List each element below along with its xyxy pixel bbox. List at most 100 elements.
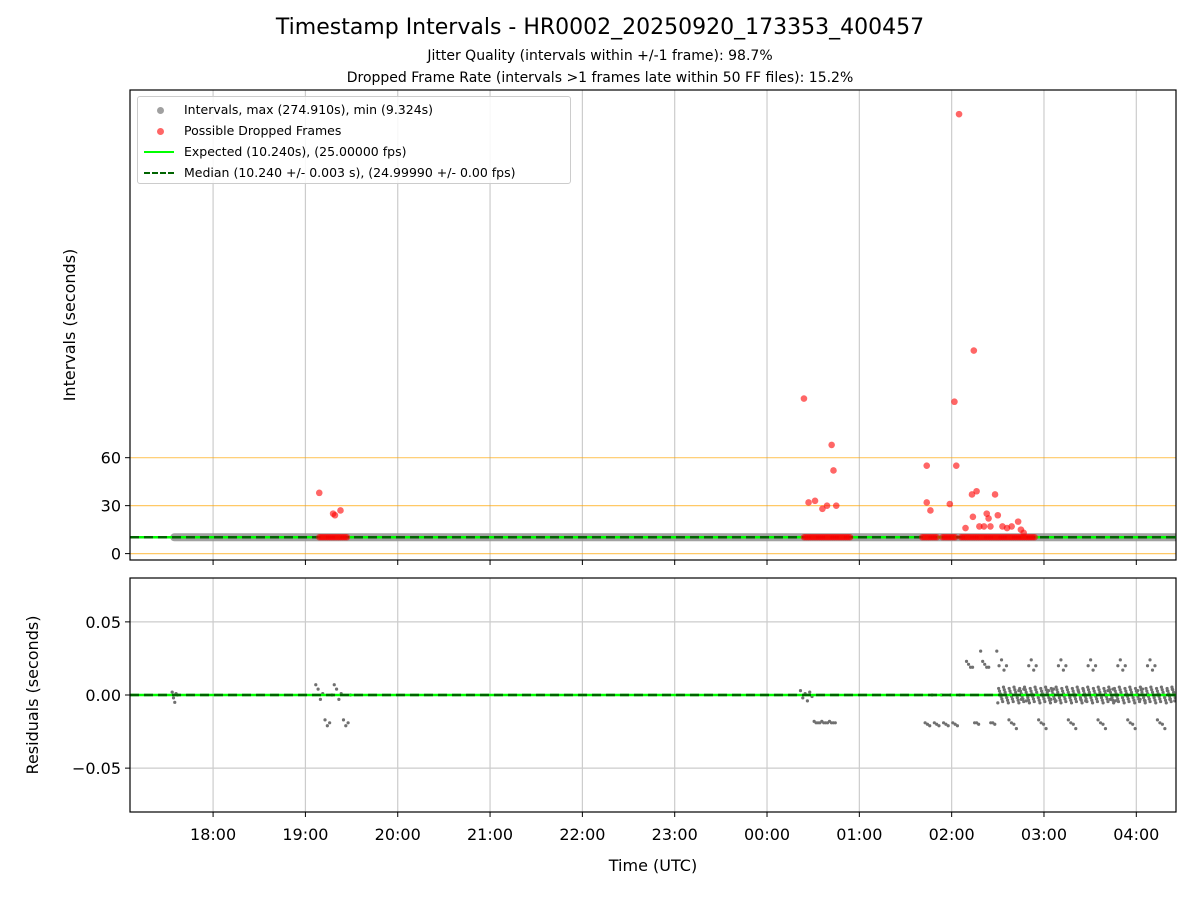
dropped-frame-point: [987, 523, 994, 530]
residual-point: [1148, 699, 1152, 704]
residual-point: [1085, 699, 1089, 704]
residual-point: [1144, 686, 1148, 691]
residual-point: [1065, 688, 1070, 692]
residual-point: [1169, 699, 1173, 704]
residual-point: [1039, 689, 1044, 693]
residual-point: [1078, 696, 1083, 700]
residual-point: [171, 696, 176, 700]
legend-label-intervals: Intervals, max (274.910s), min (9.324s): [184, 102, 434, 117]
x-axis-label: Time (UTC): [608, 856, 697, 875]
residual-point: [1101, 701, 1105, 705]
residual-point: [1106, 699, 1110, 704]
residual-point: [1133, 701, 1137, 705]
x-tick-label: 03:00: [1021, 825, 1067, 844]
residual-point: [1009, 721, 1014, 725]
residual-point: [925, 722, 930, 726]
residual-point: [1108, 690, 1112, 694]
residual-point: [1117, 685, 1121, 689]
residual-point: [1069, 701, 1074, 705]
residual-point: [1069, 698, 1073, 702]
residual-point: [1140, 690, 1144, 694]
legend-label-dropped: Possible Dropped Frames: [184, 123, 342, 138]
residual-point: [1075, 685, 1079, 689]
x-tick-label: 01:00: [836, 825, 882, 844]
residual-point: [1142, 696, 1146, 700]
residual-point: [1008, 689, 1012, 693]
residual-point: [1032, 668, 1036, 672]
dropped-frame-point: [811, 497, 819, 505]
residual-point: [1026, 696, 1030, 700]
residual-point: [1081, 686, 1085, 691]
residual-point: [1113, 689, 1117, 693]
residual-point: [1010, 697, 1014, 701]
chart-title: Timestamp Intervals - HR0002_20250920_17…: [275, 15, 925, 40]
residual-point: [987, 665, 991, 669]
residual-point: [1163, 727, 1167, 731]
legend-label-expected: Expected (10.240s), (25.00000 fps): [184, 144, 407, 159]
residual-point: [1074, 727, 1078, 731]
residual-point: [944, 722, 948, 726]
residual-point: [1059, 701, 1063, 705]
dropped-frame-point: [952, 462, 960, 469]
dropped-frame-point: [968, 491, 976, 498]
residual-point: [1077, 690, 1081, 694]
residual-point: [1149, 685, 1153, 689]
residual-point: [1047, 696, 1051, 700]
residual-point: [1007, 686, 1011, 691]
bottom-y-axis-label: Residuals (seconds): [23, 616, 42, 775]
residual-point: [1017, 701, 1021, 705]
residual-point: [1147, 697, 1151, 701]
residual-point: [1057, 696, 1061, 700]
residual-point: [1159, 699, 1163, 704]
residual-point: [1119, 690, 1123, 694]
residual-point: [1154, 701, 1158, 705]
residual-point: [1096, 685, 1100, 689]
residual-point: [1089, 658, 1093, 662]
dropped-frame-point: [946, 500, 954, 508]
residual-point: [1007, 718, 1011, 722]
residual-point: [1129, 690, 1134, 694]
residual-point: [798, 689, 803, 693]
residual-point: [1048, 698, 1052, 702]
residual-point: [1099, 696, 1104, 700]
residual-point: [1154, 686, 1159, 691]
residual-point: [1035, 690, 1039, 694]
top-y-tick-label: 0: [111, 545, 121, 564]
residual-point: [328, 721, 332, 725]
residual-point: [1022, 685, 1027, 689]
residual-point: [1029, 658, 1033, 662]
residual-point: [1137, 699, 1142, 704]
residual-point: [1011, 699, 1015, 704]
residual-point: [1155, 689, 1159, 693]
residual-point: [1164, 701, 1168, 705]
residual-point: [1148, 658, 1152, 662]
residual-point: [977, 722, 981, 726]
residual-point: [1044, 688, 1049, 692]
residual-point: [1123, 664, 1127, 668]
residual-point: [1042, 722, 1046, 726]
residual-point: [999, 658, 1004, 662]
residual-point: [1082, 689, 1086, 693]
dropped-frame-point: [970, 347, 978, 354]
residual-point: [1065, 685, 1069, 689]
residual-point: [1112, 701, 1116, 705]
residual-point: [1004, 664, 1009, 668]
x-tick-label: 02:00: [929, 825, 975, 844]
residual-point: [1074, 699, 1078, 704]
residual-point: [1086, 688, 1091, 692]
residual-point: [1024, 690, 1028, 694]
residual-point: [1014, 727, 1018, 731]
dropped-frame-point: [1008, 523, 1015, 530]
dropped-frame-point: [315, 489, 323, 497]
residual-point: [1137, 697, 1141, 701]
residual-point: [1110, 696, 1114, 700]
residual-point: [1121, 698, 1125, 702]
residual-point: [1064, 664, 1068, 668]
residual-point: [946, 724, 950, 728]
residual-point: [1012, 722, 1016, 726]
residual-point: [997, 689, 1002, 693]
dropped-frame-point: [976, 523, 983, 530]
residual-point: [1105, 697, 1109, 701]
x-tick-label: 22:00: [559, 825, 605, 844]
